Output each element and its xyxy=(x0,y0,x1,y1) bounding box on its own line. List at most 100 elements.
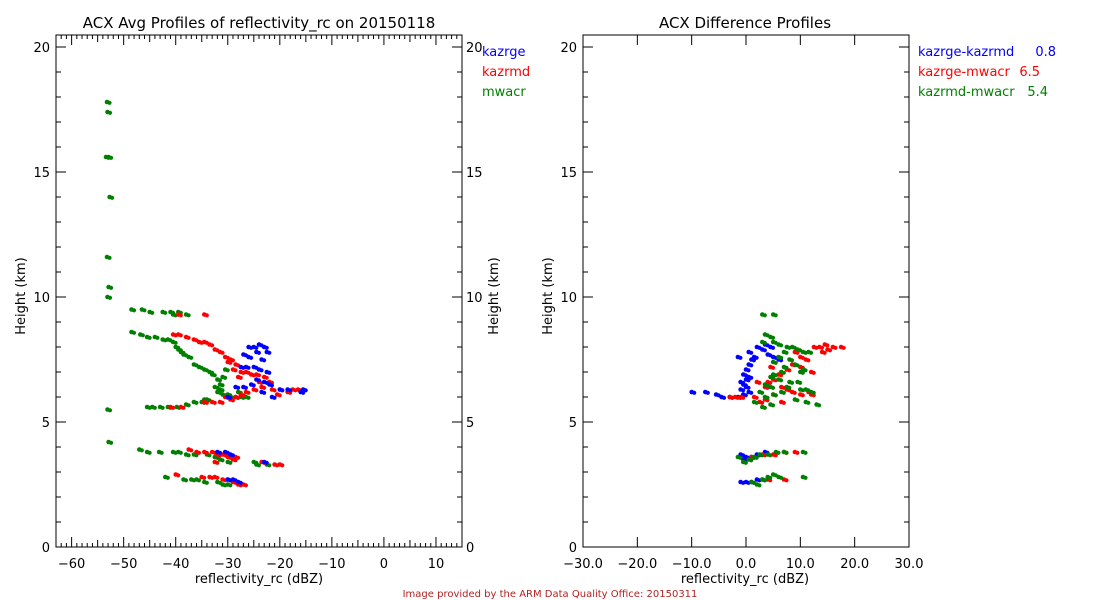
data-point xyxy=(765,343,770,348)
avg-profiles-points xyxy=(103,99,308,488)
difference-profiles-frame xyxy=(582,34,910,548)
y-tick-label: 0 xyxy=(42,541,50,556)
data-point xyxy=(754,355,759,360)
difference-profiles-x-label: reflectivity_rc (dBZ) xyxy=(681,572,809,587)
data-point xyxy=(770,375,776,380)
data-point xyxy=(181,405,186,410)
y-tick-label-right: 20 xyxy=(466,41,483,56)
x-tick-label: −30 xyxy=(214,557,241,572)
data-point xyxy=(220,383,225,388)
data-point xyxy=(779,343,784,348)
data-point xyxy=(784,450,789,455)
data-point xyxy=(262,385,267,390)
y-tick-label: 15 xyxy=(33,166,50,181)
data-point xyxy=(798,380,803,385)
data-point xyxy=(757,380,762,385)
difference-profiles-legend: kazrge-kazrmd 0.8 kazrge-mwacr 6.5 kazrm… xyxy=(918,45,1056,100)
data-point xyxy=(230,398,235,403)
data-point xyxy=(228,395,233,400)
data-point xyxy=(760,453,765,458)
difference-profiles-title: ACX Difference Profiles xyxy=(659,14,831,32)
data-point xyxy=(262,358,267,363)
data-point xyxy=(150,310,155,315)
data-point xyxy=(762,340,767,345)
data-point xyxy=(204,450,209,455)
data-point xyxy=(236,455,241,460)
x-tick-label: −10.0 xyxy=(672,557,712,572)
difference-profiles-x-tick-labels: −30.0 −20.0 −10.0 0.0 10.0 20.0 30.0 xyxy=(563,557,923,572)
data-point xyxy=(236,395,241,400)
data-point xyxy=(768,453,773,458)
difference-profiles-y-label: Height (km) xyxy=(541,257,556,334)
data-point xyxy=(230,453,235,458)
difference-profiles-ticks xyxy=(582,35,910,548)
data-point xyxy=(194,400,199,405)
data-point xyxy=(163,310,168,315)
data-point xyxy=(773,313,778,318)
data-point xyxy=(189,448,194,453)
data-point xyxy=(749,458,754,463)
data-point xyxy=(217,378,222,383)
data-point xyxy=(741,388,746,393)
data-point xyxy=(806,400,811,405)
series-kazrmd-mwacr xyxy=(735,312,822,488)
data-point xyxy=(749,363,754,368)
data-point xyxy=(220,400,225,405)
legend-mwacr: mwacr xyxy=(482,85,526,100)
data-point xyxy=(762,405,767,410)
data-point xyxy=(225,368,230,373)
data-point xyxy=(204,313,209,318)
data-point xyxy=(220,458,225,463)
data-point xyxy=(762,313,767,318)
x-tick-label: 20.0 xyxy=(840,557,869,572)
data-point xyxy=(238,375,243,380)
data-point xyxy=(256,463,261,468)
data-point xyxy=(806,358,811,363)
data-point xyxy=(272,395,277,400)
data-point xyxy=(768,380,773,385)
data-point xyxy=(254,345,259,350)
data-point xyxy=(243,385,248,390)
data-point xyxy=(186,335,191,340)
data-point xyxy=(107,408,113,413)
data-point xyxy=(107,100,112,105)
data-point xyxy=(256,373,261,378)
avg-profiles-legend: kazrge kazrmd mwacr xyxy=(482,45,530,100)
data-point xyxy=(779,373,784,378)
data-point xyxy=(787,385,792,390)
data-point xyxy=(228,360,233,365)
data-point xyxy=(770,345,776,350)
data-point xyxy=(107,110,113,115)
data-point xyxy=(267,370,272,375)
data-point xyxy=(238,480,243,485)
y-tick-label: 5 xyxy=(569,416,577,431)
data-point xyxy=(787,368,792,373)
data-point xyxy=(186,453,191,458)
data-point xyxy=(152,405,157,410)
data-point xyxy=(236,385,241,390)
data-point xyxy=(178,450,183,455)
difference-profiles-points xyxy=(689,312,846,488)
data-point xyxy=(140,333,145,338)
data-point xyxy=(770,365,776,370)
x-tick-label: 30.0 xyxy=(895,557,924,572)
data-point xyxy=(251,383,256,388)
data-point xyxy=(220,350,225,355)
data-point xyxy=(194,453,199,458)
data-point xyxy=(147,450,152,455)
y-tick-label-right: 15 xyxy=(466,166,483,181)
data-point xyxy=(784,478,789,483)
data-point xyxy=(795,350,800,355)
legend-kazrge: kazrge xyxy=(482,45,525,60)
data-point xyxy=(749,375,754,380)
data-point xyxy=(705,390,710,395)
x-tick-label: −60 xyxy=(58,557,85,572)
data-point xyxy=(789,358,795,363)
avg-profiles-frame xyxy=(55,34,463,548)
x-tick-label: −40 xyxy=(162,557,189,572)
data-point xyxy=(264,460,269,465)
data-point xyxy=(808,350,814,355)
data-point xyxy=(803,368,808,373)
data-point xyxy=(204,480,209,485)
y-tick-label-right: 10 xyxy=(466,291,483,306)
